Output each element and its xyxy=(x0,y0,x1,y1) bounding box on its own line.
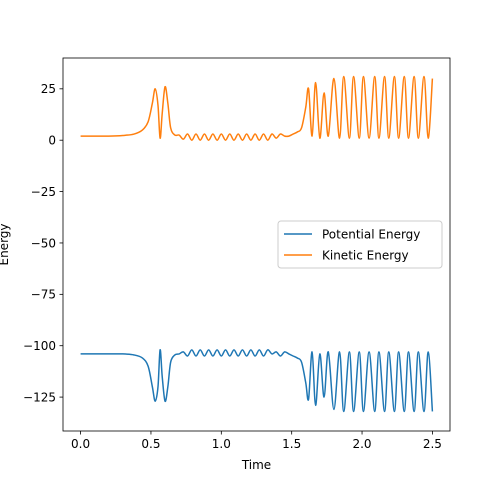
axes-frame xyxy=(62,57,451,432)
y-tick-label: 0 xyxy=(48,134,56,148)
y-tick-label: −75 xyxy=(31,288,56,302)
x-axis-label: Time xyxy=(241,458,271,472)
plot-area xyxy=(80,75,434,413)
series-line-kinetic-energy xyxy=(80,75,434,141)
y-axis-label: Energy xyxy=(0,223,11,265)
x-tick-label: 0.0 xyxy=(71,437,90,451)
y-tick-label: −100 xyxy=(23,339,56,353)
x-tick-label: 1.0 xyxy=(212,437,231,451)
legend-box xyxy=(277,220,443,269)
axes: 0.0 0.5 1.0 1.5 2.0 2.5 25 0 −25 −50 −75 −100 −125 xyxy=(23,57,451,451)
series-line-potential-energy xyxy=(80,349,434,413)
legend-label-potential-energy: Potential Energy xyxy=(322,227,420,241)
x-tick-label: 2.5 xyxy=(423,437,442,451)
y-tick-label: −50 xyxy=(31,236,56,250)
x-tick-label: 0.5 xyxy=(141,437,160,451)
x-tick-label: 1.5 xyxy=(282,437,301,451)
x-tick-label: 2.0 xyxy=(352,437,371,451)
legend-label-kinetic-energy: Kinetic Energy xyxy=(322,248,409,262)
y-tick-label: 25 xyxy=(41,82,56,96)
y-tick-label: −125 xyxy=(23,390,56,404)
legend: Potential Energy Kinetic Energy xyxy=(277,220,443,269)
y-tick-label: −25 xyxy=(31,185,56,199)
